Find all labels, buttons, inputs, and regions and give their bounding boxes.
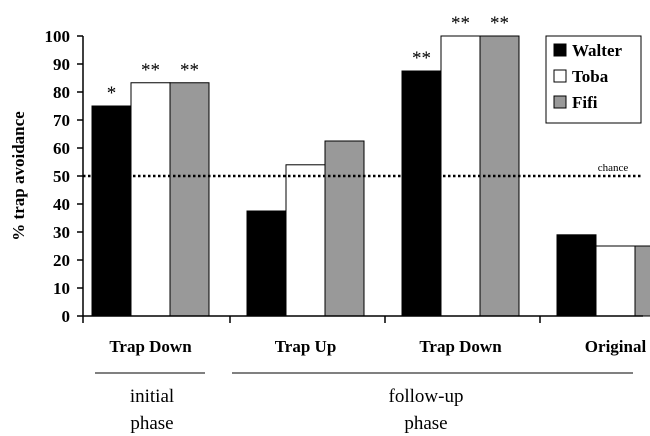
significance-marker: ** [451, 13, 470, 34]
bar [595, 245, 636, 317]
category-label: Trap Down [109, 337, 192, 356]
y-tick-label: 90 [53, 55, 70, 74]
category-label: Trap Up [275, 337, 337, 356]
y-tick-label: 20 [53, 251, 70, 270]
bar [130, 82, 171, 317]
y-tick-label: 60 [53, 139, 70, 158]
category-label: Trap Down [419, 337, 502, 356]
significance-markers: *** ****** ** [107, 13, 509, 104]
y-tick-label: 40 [53, 195, 70, 214]
y-tick-label: 100 [45, 27, 71, 46]
x-axis: Trap Down Trap Up Trap Down Original [82, 315, 647, 356]
significance-marker: ** [412, 48, 431, 69]
chance-label: chance [598, 162, 629, 174]
y-tick-label: 10 [53, 279, 70, 298]
legend-label: Fifi [572, 93, 598, 112]
legend-label: Walter [572, 41, 622, 60]
y-axis-label: % trap avoidance [9, 111, 28, 241]
category-label: Original [585, 337, 647, 356]
bar [169, 82, 210, 317]
y-tick-label: 30 [53, 223, 70, 242]
phase-label-line1: follow-up [389, 386, 464, 407]
bar [401, 70, 442, 317]
phase-label-line2: phase [404, 413, 447, 434]
bar [324, 140, 365, 317]
bar [246, 210, 287, 317]
phase-labels: initial phase follow-up phase [95, 372, 633, 434]
bar [634, 245, 650, 317]
legend-swatch [553, 69, 567, 83]
y-axis: 0 10 20 30 40 50 60 70 80 90 100 [45, 27, 84, 326]
y-tick-label: 50 [53, 167, 70, 186]
legend-label: Toba [572, 67, 609, 86]
significance-marker: ** [141, 60, 160, 81]
bar [285, 164, 326, 317]
legend-swatch [553, 95, 567, 109]
bar [556, 234, 597, 317]
legend-swatch [553, 43, 567, 57]
legend: Walter Toba Fifi [545, 35, 642, 124]
significance-marker: ** [490, 13, 509, 34]
bar [91, 105, 132, 317]
y-tick-label: 70 [53, 111, 70, 130]
significance-marker: * [107, 83, 117, 104]
phase-label-line1: initial [130, 386, 174, 407]
significance-marker: ** [180, 60, 199, 81]
y-tick-label: 80 [53, 83, 70, 102]
y-tick-label: 0 [62, 307, 71, 326]
phase-label-line2: phase [130, 413, 173, 434]
